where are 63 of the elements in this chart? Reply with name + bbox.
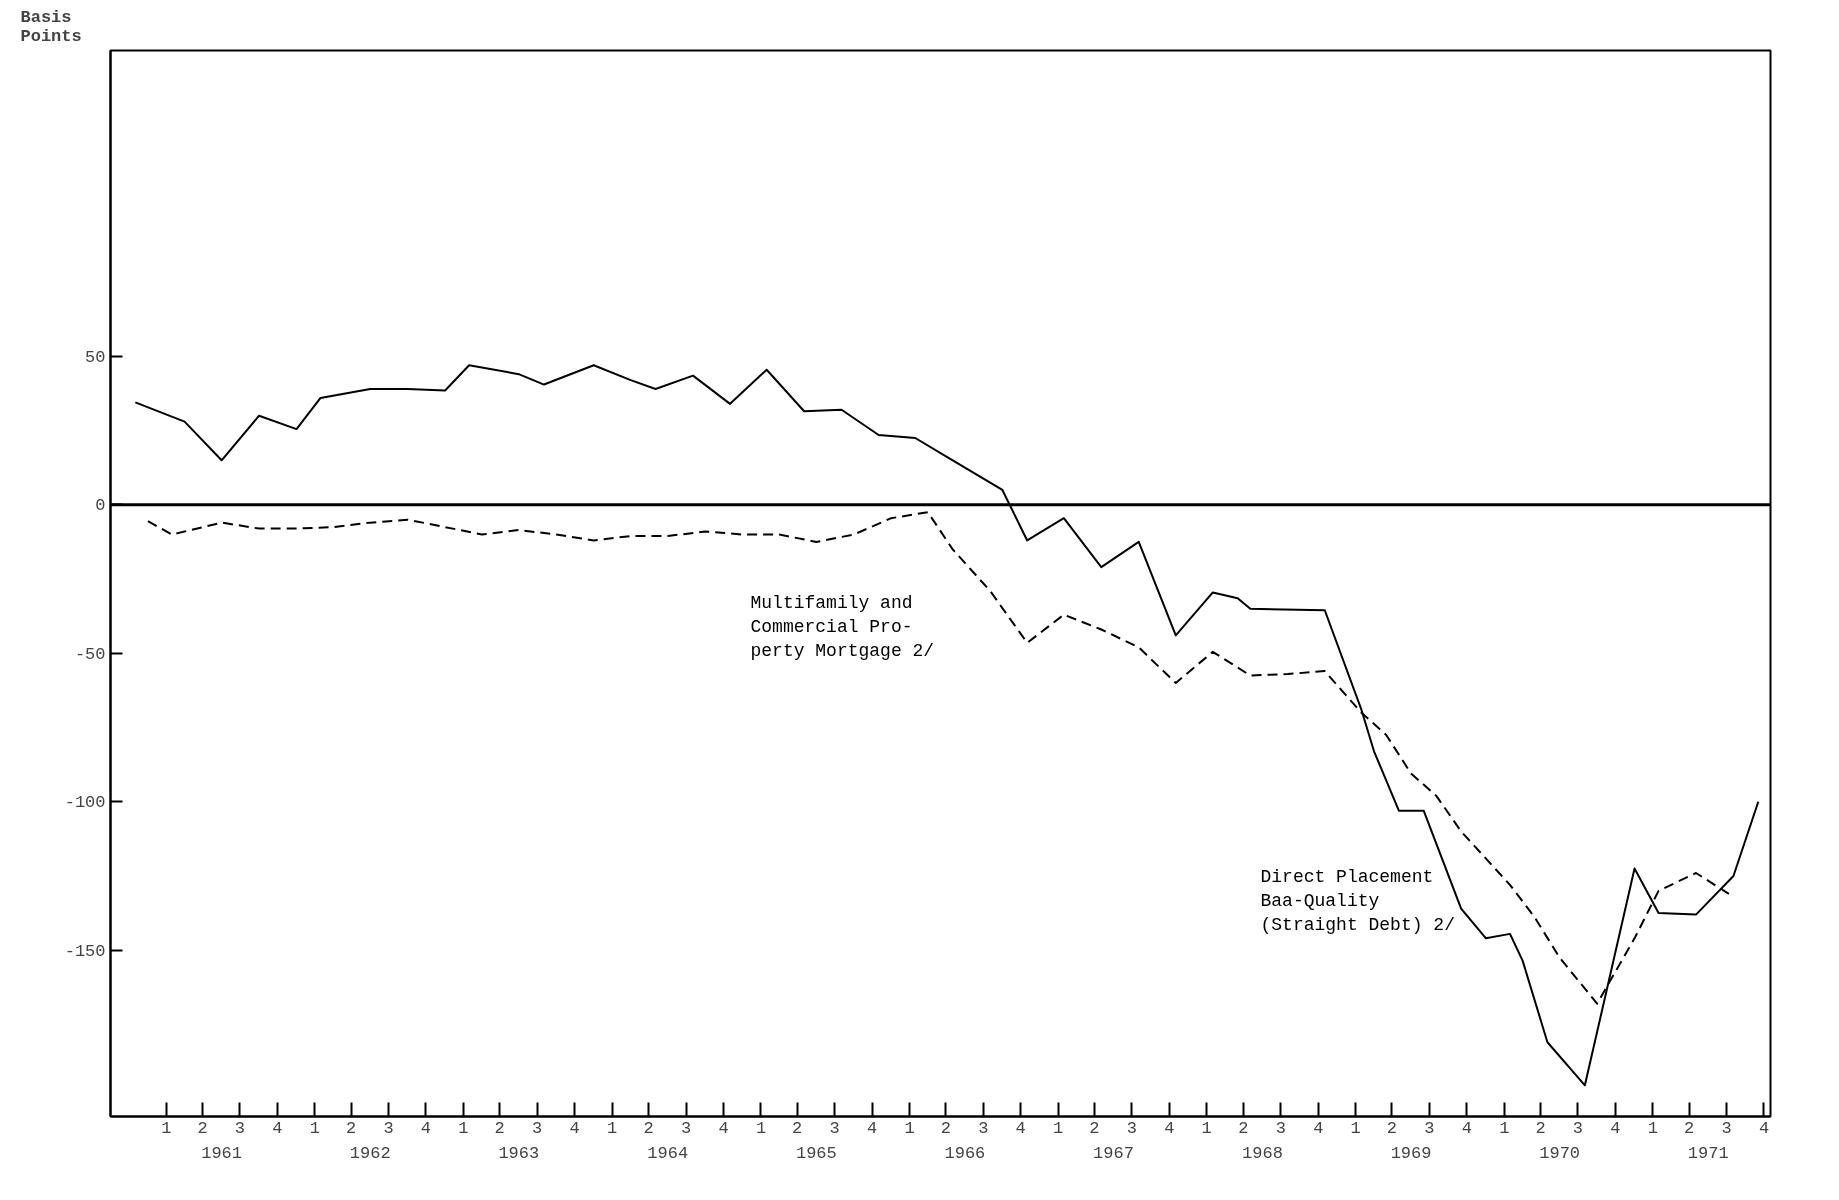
- x2-tick-label: 1966: [944, 1143, 986, 1163]
- x-tick-label: 4: [569, 1118, 580, 1138]
- y-tick-label: -150: [64, 941, 106, 961]
- x-tick-label: 3: [1572, 1118, 1584, 1138]
- x2-tick-label: 1970: [1539, 1143, 1581, 1163]
- x-tick-label: 3: [532, 1118, 543, 1138]
- x-tick-label: 4: [272, 1118, 283, 1138]
- x2-tick-label: 1962: [349, 1143, 391, 1163]
- x-tick-label: 1: [1647, 1118, 1658, 1138]
- x2-tick-label: 1965: [795, 1143, 837, 1163]
- x2-tick-label: 1971: [1687, 1143, 1729, 1163]
- x-tick-label: 1: [904, 1118, 915, 1138]
- x-tick-label: 3: [1275, 1118, 1286, 1138]
- x-tick-label: 4: [1461, 1118, 1472, 1138]
- x-tick-label: 3: [383, 1118, 394, 1138]
- text: Multifamily and Commercial Pro- perty Mortgage 2/: [750, 592, 935, 661]
- x-tick-label: 2: [940, 1118, 951, 1138]
- x-tick-label: 1: [161, 1118, 172, 1138]
- x-tick-label: 2: [643, 1118, 654, 1138]
- x2-tick-label: 1967: [1093, 1143, 1134, 1163]
- y-axis-title: Basis Points: [20, 7, 82, 46]
- x-tick-label: 4: [420, 1118, 432, 1138]
- x-tick-label: 2: [1386, 1118, 1398, 1138]
- x-tick-label: 4: [718, 1118, 729, 1138]
- x-tick-label: 1: [1499, 1118, 1510, 1138]
- x-tick-label: 4: [1313, 1118, 1324, 1138]
- x-tick-label: 3: [829, 1118, 840, 1138]
- x-tick-label: 3: [1721, 1118, 1732, 1138]
- x-tick-label: 1: [1350, 1118, 1361, 1138]
- x-tick-label: 1: [1053, 1118, 1064, 1138]
- x-tick-label: 2: [1238, 1118, 1249, 1138]
- x-tick-label: 1: [1201, 1118, 1212, 1138]
- x2-tick-label: 1963: [498, 1143, 540, 1163]
- x-tick-label: 1: [606, 1118, 618, 1138]
- x2-tick-label: 1968: [1242, 1143, 1283, 1163]
- x-tick-label: 3: [978, 1118, 989, 1138]
- x-tick-label: 3: [1126, 1118, 1137, 1138]
- x-tick-label: 3: [234, 1118, 246, 1138]
- x-tick-label: 4: [1610, 1118, 1621, 1138]
- y-tick-label: 0: [95, 496, 106, 516]
- x-tick-label: 3: [680, 1118, 692, 1138]
- x-tick-label: 4: [867, 1118, 878, 1138]
- y-tick-label: -100: [64, 793, 106, 813]
- y-tick-label: 50: [85, 347, 106, 367]
- y-tick-label: -50: [74, 644, 106, 664]
- x-tick-label: 1: [458, 1118, 469, 1138]
- x-tick-label: 2: [1683, 1118, 1695, 1138]
- x-tick-label: 4: [1015, 1118, 1026, 1138]
- x-tick-label: 1: [755, 1118, 767, 1138]
- x2-tick-label: 1961: [201, 1143, 243, 1163]
- x-tick-label: 2: [345, 1118, 357, 1138]
- x-tick-label: 2: [1535, 1118, 1546, 1138]
- series-label: Direct Placement Baa-Quality (Straight Debt) 2/: [1260, 866, 1455, 935]
- x-tick-label: 2: [197, 1118, 208, 1138]
- x-tick-label: 3: [1424, 1118, 1435, 1138]
- x-tick-label: 1: [309, 1118, 320, 1138]
- x2-tick-label: 1969: [1390, 1143, 1432, 1163]
- x-tick-label: 4: [1758, 1118, 1770, 1138]
- x-tick-label: 4: [1164, 1118, 1175, 1138]
- x-tick-label: 2: [1089, 1118, 1100, 1138]
- x2-tick-label: 1964: [647, 1143, 689, 1163]
- x-tick-label: 2: [792, 1118, 803, 1138]
- x-tick-label: 2: [494, 1118, 505, 1138]
